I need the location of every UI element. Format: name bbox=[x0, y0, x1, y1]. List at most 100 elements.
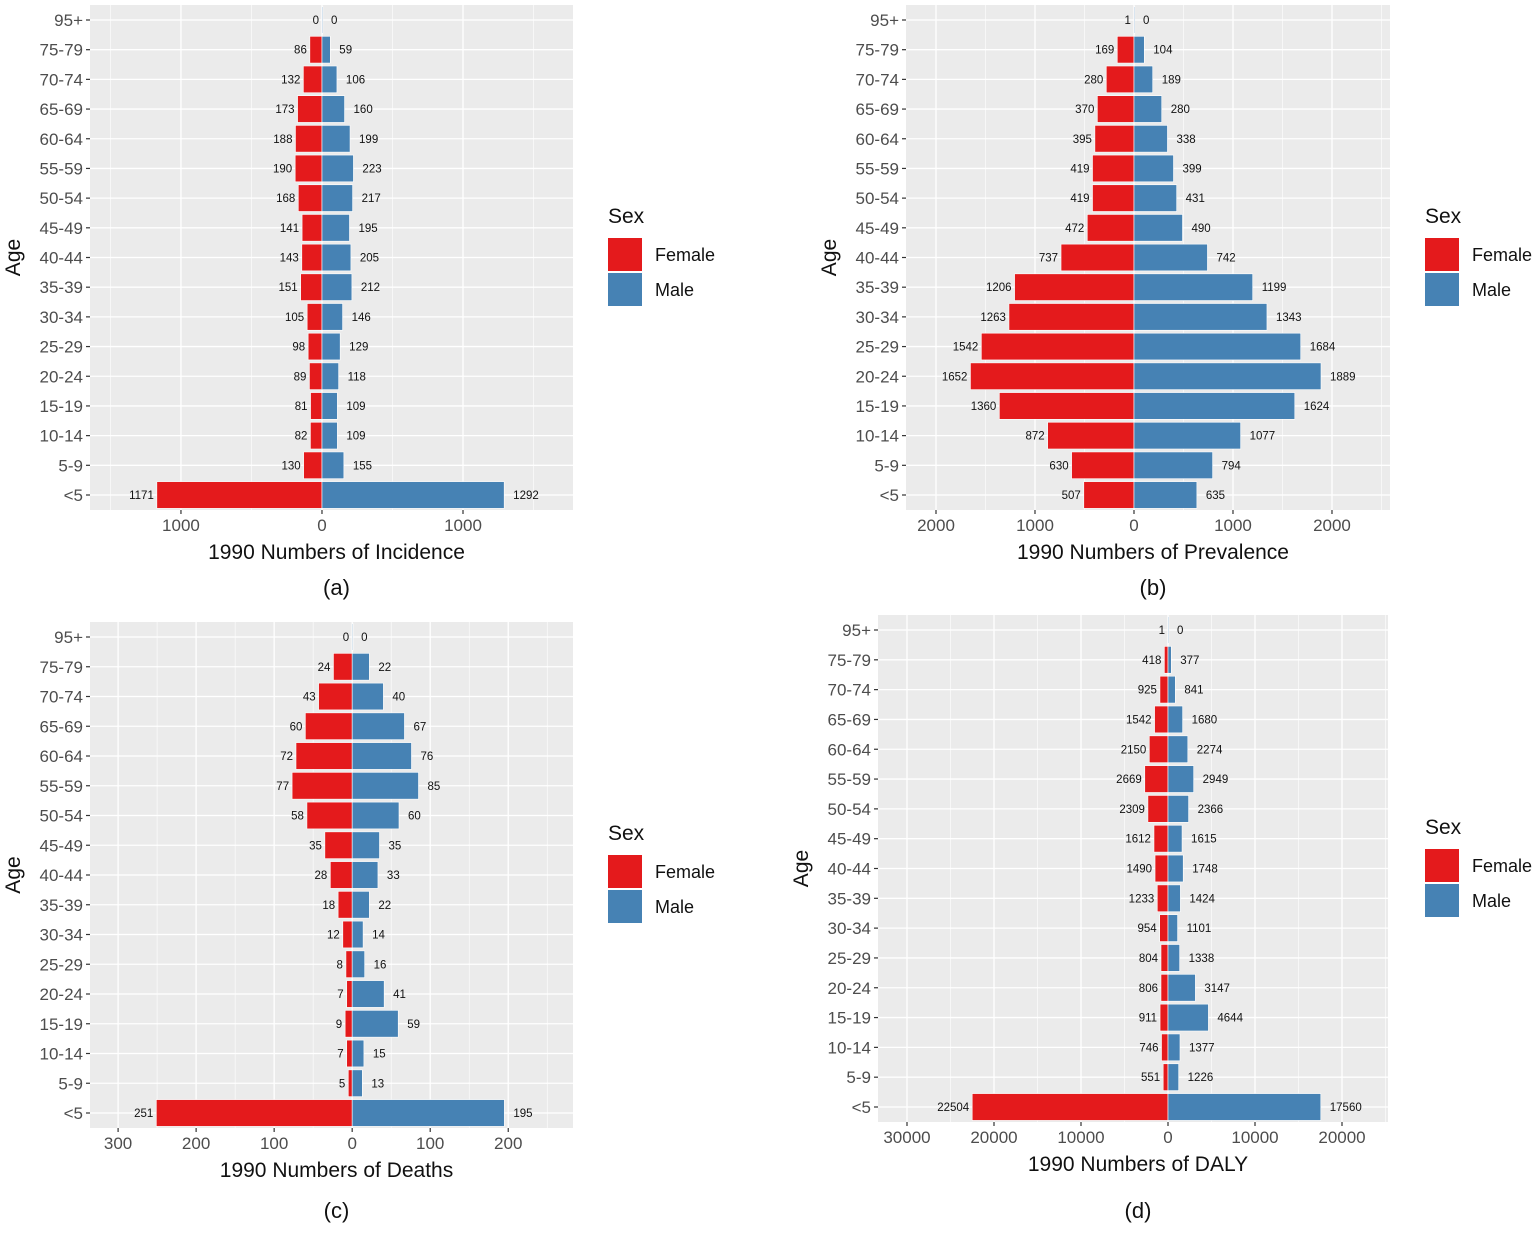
bar-male bbox=[321, 243, 352, 272]
data-label-male: 338 bbox=[1176, 134, 1195, 146]
data-label-female: 746 bbox=[1139, 1042, 1158, 1054]
bar-male bbox=[321, 6, 324, 34]
data-label-male: 1615 bbox=[1191, 834, 1217, 846]
bar-female bbox=[330, 861, 353, 889]
y-tick-label: 20-24 bbox=[40, 985, 83, 1004]
x-tick-label: 20000 bbox=[1318, 1128, 1365, 1147]
y-tick-label: 20-24 bbox=[828, 979, 871, 998]
data-label-female: 1 bbox=[1124, 15, 1130, 27]
bar-female bbox=[1160, 944, 1169, 972]
bar-female bbox=[1156, 884, 1169, 913]
bar-male bbox=[1133, 273, 1253, 301]
data-label-male: 212 bbox=[361, 282, 380, 294]
bar-male bbox=[1133, 6, 1136, 34]
bar-female bbox=[1154, 854, 1169, 883]
bar-female bbox=[291, 772, 353, 800]
bar-male bbox=[1167, 854, 1184, 883]
x-tick-label: 0 bbox=[347, 1134, 356, 1153]
data-label-female: 370 bbox=[1075, 104, 1094, 116]
data-label-female: 98 bbox=[292, 342, 305, 354]
bar-female bbox=[324, 831, 353, 859]
bar-male bbox=[351, 682, 384, 711]
data-label-male: 33 bbox=[387, 870, 400, 882]
y-tick-label: 75-79 bbox=[856, 41, 899, 60]
data-label-female: 43 bbox=[303, 692, 316, 704]
bar-female bbox=[1159, 1003, 1169, 1032]
bar-male bbox=[351, 712, 405, 740]
data-label-male: 106 bbox=[346, 74, 365, 86]
bar-female bbox=[306, 303, 323, 331]
legend-label-female: Female bbox=[1472, 856, 1532, 876]
panel-caption: (d) bbox=[1125, 1198, 1152, 1223]
data-label-male: 223 bbox=[362, 163, 381, 175]
data-label-male: 129 bbox=[349, 342, 368, 354]
panel-c: 300 200 100 0 100 200 95+ 75-79 70-74 65-69 60-64 5… bbox=[2, 622, 715, 1223]
data-label-female: 151 bbox=[278, 282, 297, 294]
bar-male bbox=[1133, 125, 1168, 153]
data-label-female: 280 bbox=[1084, 74, 1103, 86]
bar-female bbox=[1159, 914, 1169, 942]
bar-male bbox=[1167, 1063, 1179, 1091]
bar-female bbox=[295, 125, 323, 153]
bar-male bbox=[1133, 481, 1198, 509]
x-tick-label: 20000 bbox=[970, 1128, 1017, 1147]
bar-male bbox=[1133, 362, 1322, 390]
x-tick-label: 30000 bbox=[883, 1128, 930, 1147]
data-label-female: 28 bbox=[315, 870, 328, 882]
legend-swatch-female bbox=[608, 238, 642, 271]
y-tick-label: 35-39 bbox=[40, 278, 83, 297]
bar-female bbox=[1164, 646, 1169, 674]
bar-female bbox=[297, 184, 323, 212]
y-tick-label: 15-19 bbox=[40, 1015, 83, 1034]
y-tick-label: <5 bbox=[880, 486, 899, 505]
data-label-male: 431 bbox=[1186, 193, 1205, 205]
data-label-male: 2949 bbox=[1203, 774, 1229, 786]
legend: Sex Female Male bbox=[608, 205, 715, 306]
data-label-female: 141 bbox=[280, 223, 299, 235]
data-label-female: 18 bbox=[322, 900, 335, 912]
data-label-female: 1542 bbox=[1126, 714, 1152, 726]
data-label-female: 1542 bbox=[953, 342, 979, 354]
bar-female bbox=[337, 891, 353, 919]
bar-male bbox=[1167, 884, 1181, 913]
bar-male bbox=[321, 451, 345, 479]
bar-male bbox=[1167, 616, 1170, 644]
data-label-female: 190 bbox=[273, 163, 292, 175]
data-label-female: 1263 bbox=[980, 312, 1006, 324]
data-label-female: 925 bbox=[1138, 685, 1157, 697]
data-label-male: 1680 bbox=[1192, 714, 1218, 726]
data-label-male: 205 bbox=[360, 253, 379, 265]
data-label-female: 89 bbox=[294, 371, 307, 383]
data-label-female: 418 bbox=[1142, 655, 1161, 667]
bar-male bbox=[1133, 214, 1183, 242]
y-tick-label: 20-24 bbox=[40, 367, 83, 386]
bar-female bbox=[1148, 735, 1169, 763]
data-label-male: 0 bbox=[361, 632, 367, 644]
y-tick-label: 50-54 bbox=[40, 807, 83, 826]
y-tick-label: 30-34 bbox=[856, 308, 899, 327]
x-tick-label: 200 bbox=[494, 1134, 522, 1153]
data-label-female: 911 bbox=[1139, 1013, 1157, 1025]
bar-male bbox=[351, 742, 412, 770]
bar-male bbox=[321, 125, 351, 153]
bar-female bbox=[1105, 65, 1135, 94]
legend-swatch-female bbox=[1425, 238, 1459, 271]
y-tick-label: 25-29 bbox=[40, 338, 83, 357]
bar-female bbox=[156, 481, 323, 509]
x-axis-title: 1990 Numbers of Prevalence bbox=[1017, 541, 1289, 564]
legend: Sex Female Male bbox=[608, 822, 715, 923]
y-tick-label: <5 bbox=[64, 1104, 83, 1123]
bar-male bbox=[351, 831, 380, 859]
x-tick-label: 100 bbox=[416, 1134, 444, 1153]
x-tick-label: 1000 bbox=[1016, 516, 1054, 535]
data-label-female: 35 bbox=[309, 840, 322, 852]
bar-female bbox=[333, 653, 353, 681]
y-tick-label: 40-44 bbox=[828, 860, 871, 879]
data-label-female: 86 bbox=[294, 45, 307, 57]
y-tick-label: 40-44 bbox=[856, 249, 899, 268]
x-tick-label: 10000 bbox=[1057, 1128, 1104, 1147]
bar-female bbox=[1094, 125, 1135, 153]
data-label-female: 419 bbox=[1070, 163, 1089, 175]
y-tick-label: 45-49 bbox=[828, 830, 871, 849]
y-tick-label: 35-39 bbox=[856, 278, 899, 297]
